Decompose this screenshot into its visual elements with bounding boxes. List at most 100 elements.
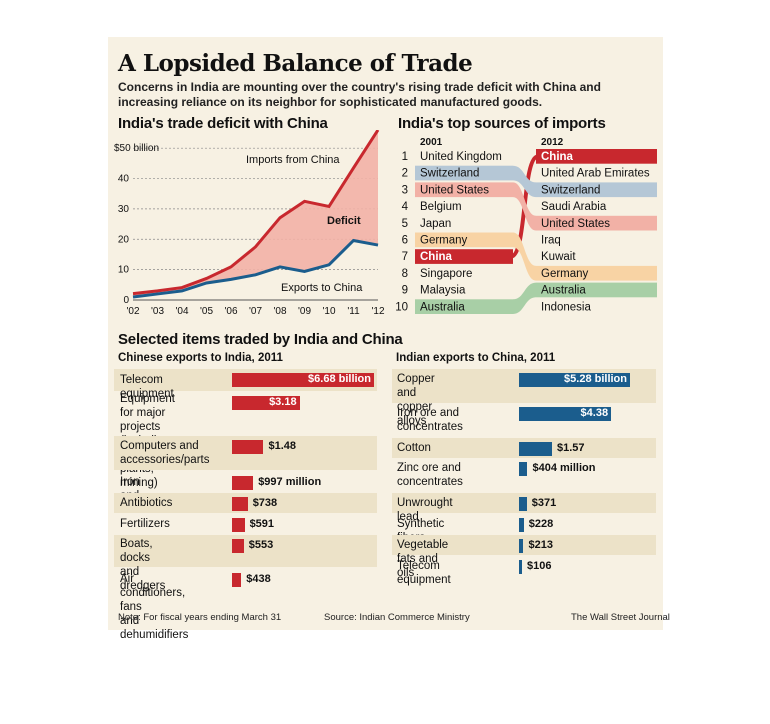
country-2012: Kuwait — [541, 251, 576, 263]
item-label: Air conditioners, fans and dehumidifiers — [120, 572, 188, 642]
value-bar — [519, 442, 552, 456]
rank-highlight-2001 — [415, 299, 513, 314]
item-label: Boats, docks and dredgers — [120, 537, 165, 593]
x-tick-label: '02 — [126, 306, 139, 317]
deficit-chart: 0 10 20 30 40 $50 billion '02 '03 '04 '05 '06 '07 '0… — [114, 130, 385, 317]
item-label: Zinc ore and concentrates — [397, 461, 463, 489]
value-label: $997 million — [258, 476, 322, 488]
page-title: A Lopsided Balance of Trade — [118, 50, 473, 77]
value-label: $553 — [248, 539, 274, 551]
rank-highlight-2001 — [415, 249, 513, 264]
value-label: $1.48 — [268, 440, 296, 452]
y-tick-label: 10 — [118, 265, 130, 276]
exports-series-label: Exports to China — [281, 282, 363, 294]
item-label: Copper and copper alloys — [397, 372, 435, 428]
rank-number: 4 — [402, 201, 409, 213]
x-tick-label: '07 — [249, 306, 262, 317]
value-bar — [519, 407, 612, 421]
item-label: Cotton — [397, 441, 431, 455]
item-label-line: Air conditioners, fans — [120, 573, 186, 613]
infographic-panel — [108, 37, 663, 630]
y-tick-label: 0 — [123, 295, 129, 306]
country-2012: Switzerland — [541, 184, 600, 196]
value-label: $3.18 — [269, 396, 297, 408]
x-tick-label: '03 — [151, 306, 164, 317]
item-label-line: Fertilizers — [120, 518, 170, 530]
rank-number: 3 — [402, 184, 408, 196]
country-2001: Japan — [420, 218, 451, 230]
item-label-line: and dehumidifiers — [120, 615, 189, 641]
value-bar — [232, 573, 242, 587]
credit-note: The Wall Street Journal — [571, 612, 670, 623]
value-label: $438 — [246, 573, 271, 585]
rank-highlight-2012 — [536, 215, 657, 231]
value-label: $6.68 billion — [308, 373, 371, 385]
rank-connector — [513, 182, 536, 231]
country-2012: Germany — [541, 268, 589, 280]
item-label-line: Unwrought lead — [397, 497, 453, 523]
value-bar — [232, 440, 264, 454]
country-2012: Saudi Arabia — [541, 201, 607, 213]
country-2001: China — [420, 251, 453, 263]
country-2012: United States — [541, 218, 610, 230]
value-bar — [232, 396, 300, 410]
indian-exports-title: Indian exports to China, 2011 — [396, 352, 556, 364]
y-tick-label: 20 — [118, 234, 130, 245]
item-label: Vegetable fats and oils — [397, 538, 448, 580]
item-label-line: Telecom equipment — [397, 560, 451, 586]
imports-series-label: Imports from China — [246, 154, 340, 166]
item-label-line: concentrates — [397, 421, 463, 433]
deficit-chart-title: India's trade deficit with China — [118, 115, 328, 132]
rank-highlight-2012 — [536, 265, 657, 281]
deficit-label: Deficit — [327, 215, 361, 227]
x-tick-label: '06 — [224, 306, 237, 317]
rank-number: 6 — [402, 235, 408, 247]
item-label: Unwrought lead — [397, 496, 453, 524]
item-label: Computers and accessories/parts — [120, 439, 209, 467]
country-2012: United Arab Emirates — [541, 168, 650, 180]
item-label: Telecom equipment — [120, 373, 174, 401]
item-label-line: Antibiotics — [120, 497, 173, 509]
item-label-line: Telecom equipment — [120, 374, 174, 400]
x-tick-label: '08 — [273, 306, 286, 317]
value-bar — [232, 373, 374, 387]
y-tick-label: 30 — [118, 204, 130, 215]
footnote: Note: For fiscal years ending March 31 — [118, 612, 282, 623]
value-label: $404 million — [532, 462, 596, 474]
country-2001: Germany — [420, 235, 468, 247]
rank-highlight-2001 — [415, 182, 513, 198]
col-2012-header: 2012 — [541, 137, 564, 148]
x-tick-label: '04 — [175, 306, 188, 317]
country-2001: Australia — [420, 301, 465, 313]
country-2001: United States — [420, 184, 489, 196]
country-2012: China — [541, 151, 574, 163]
country-2001: Belgium — [420, 201, 462, 213]
selected-items-heading: Selected items traded by India and China — [118, 331, 403, 348]
value-bar — [232, 497, 248, 511]
item-label-line: Boats, docks and — [120, 538, 153, 578]
item-label-line: Copper and copper — [397, 373, 435, 413]
rank-number: 10 — [395, 301, 408, 313]
deficit-area — [133, 130, 378, 297]
value-label: $4.38 — [580, 407, 609, 419]
country-2012: Indonesia — [541, 301, 591, 313]
rank-number: 5 — [402, 218, 408, 230]
value-label: $213 — [528, 539, 553, 551]
value-bar — [232, 539, 244, 553]
value-label: $5.28 billion — [564, 373, 627, 385]
value-label: $106 — [527, 560, 552, 572]
item-label: Iron ore and concentrates — [397, 406, 463, 434]
rank-highlight-2012 — [536, 149, 657, 164]
value-bar — [519, 560, 522, 574]
x-tick-label: '05 — [200, 306, 213, 317]
rank-highlight-2012 — [536, 282, 657, 298]
imports-ranking-chart: 1 United Kingdom China 2 Switzerland United A… — [395, 149, 657, 314]
rank-highlight-2001 — [415, 165, 513, 181]
value-bar — [519, 497, 527, 511]
item-label-line: Cotton — [397, 442, 431, 454]
value-bar — [519, 462, 528, 476]
value-bar — [232, 476, 254, 490]
country-2001: Singapore — [420, 268, 472, 280]
item-label: Fertilizers — [120, 517, 170, 531]
value-bar — [232, 518, 245, 532]
